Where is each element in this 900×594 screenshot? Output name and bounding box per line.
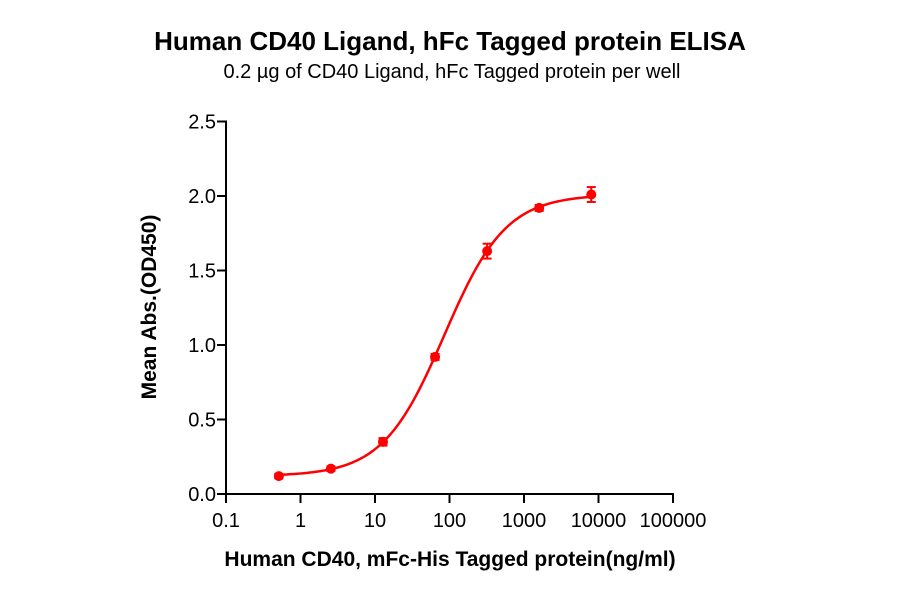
y-tick-label: 2.0	[188, 186, 216, 208]
data-point	[586, 189, 597, 200]
y-tick-label: 0.0	[188, 484, 216, 506]
x-tick-label: 1000	[502, 510, 547, 532]
y-tick-label: 1.5	[188, 261, 216, 283]
data-point	[377, 436, 388, 447]
data-point	[534, 202, 545, 213]
y-tick-label: 1.0	[188, 335, 216, 357]
data-point	[430, 351, 441, 362]
data-point	[482, 246, 493, 257]
y-axis-label: Mean Abs.(OD450)	[138, 215, 161, 400]
data-point	[273, 471, 284, 482]
x-tick-label: 10	[364, 510, 386, 532]
y-tick-label: 2.5	[188, 112, 216, 134]
x-tick-label: 10000	[571, 510, 627, 532]
chart-subtitle: 0.2 µg of CD40 Ligand, hFc Tagged protei…	[224, 61, 681, 83]
fit-curve	[277, 195, 593, 477]
y-tick-label: 0.5	[188, 410, 216, 432]
x-tick-label: 0.1	[212, 510, 240, 532]
data-point	[325, 463, 336, 474]
x-tick-label: 1	[295, 510, 306, 532]
chart-title: Human CD40 Ligand, hFc Tagged protein EL…	[154, 26, 746, 56]
x-tick-label: 100	[433, 510, 466, 532]
x-tick-label: 100000	[640, 510, 707, 532]
plot-built-layer: 0.1 1 10 100 1000 10000 100000 0.0 0.5 1.0 1.5 2.0 2…	[188, 112, 706, 533]
x-axis-label: Human CD40, mFc-His Tagged protein(ng/ml…	[224, 548, 675, 571]
